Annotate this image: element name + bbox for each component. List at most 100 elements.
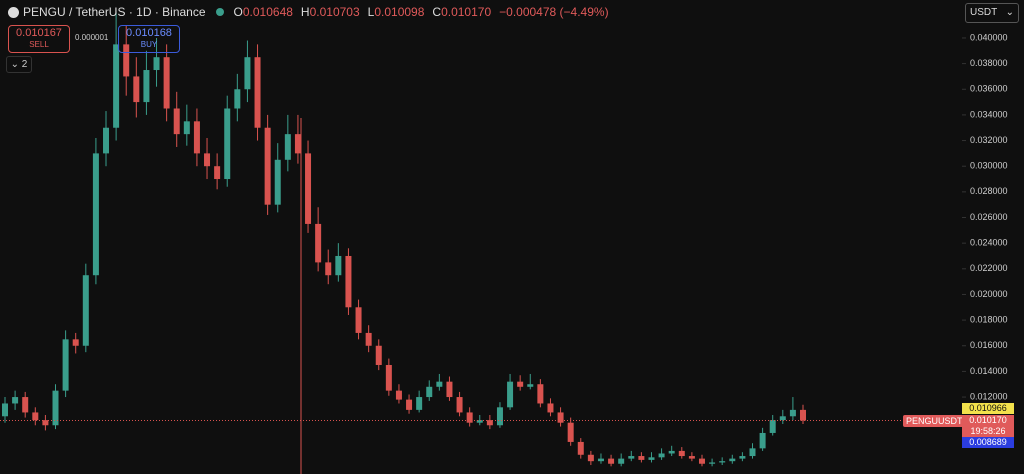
sell-label: SELL (29, 40, 49, 49)
y-tick-label: 0.022000 (970, 263, 1008, 273)
change: −0.000478 (−4.49%) (499, 5, 609, 19)
y-tick-label: 0.030000 (970, 161, 1008, 171)
candle-body (698, 458, 705, 464)
candle-body (305, 153, 312, 224)
candle-body (628, 456, 635, 459)
candle-body (385, 364, 392, 391)
ohlc-l: L0.010098 (368, 5, 425, 19)
y-tick-label: 0.034000 (970, 109, 1008, 119)
low-label: 0.008689 (962, 437, 1014, 448)
candle-body (2, 403, 8, 417)
candle-body (567, 422, 574, 442)
candle-body (779, 416, 786, 421)
y-tick-label: 0.040000 (970, 32, 1008, 42)
y-tick-label: 0.016000 (970, 340, 1008, 350)
candle-body (577, 441, 584, 455)
indicators-count: 2 (21, 59, 28, 70)
candle-body (446, 381, 453, 398)
candle-body (183, 121, 190, 135)
candle-body (12, 397, 19, 404)
candle-body (800, 409, 806, 421)
candle-body (365, 332, 372, 346)
y-tick-label: 0.026000 (970, 212, 1008, 222)
candle-body (426, 386, 433, 398)
y-tick-label: 0.024000 (970, 238, 1008, 248)
candle-body (325, 262, 332, 276)
candle-body (224, 108, 231, 180)
indicators-toggle[interactable]: ⌄ 2 (6, 56, 32, 73)
candle-body (103, 127, 110, 154)
candle-body (517, 381, 524, 387)
candle-body (608, 458, 615, 464)
buy-label: BUY (140, 40, 158, 49)
candle-body (254, 57, 261, 128)
ohlc-o: O0.010648 (234, 5, 293, 19)
candle-body (507, 381, 514, 408)
y-tick-label: 0.012000 (970, 391, 1008, 401)
candle-body (244, 57, 251, 90)
candle-body (537, 384, 544, 404)
buy-price: 0.010168 (126, 27, 172, 39)
last-price-label: 0.010170 (962, 415, 1014, 426)
currency-select[interactable]: USDT ⌄ (965, 3, 1019, 23)
candle-body (143, 70, 150, 103)
y-tick-label: 0.014000 (970, 366, 1008, 376)
candle-body (375, 345, 382, 365)
candle-body (193, 121, 200, 154)
candle-body (173, 108, 180, 135)
candle-body (486, 420, 493, 426)
candle-body (416, 397, 423, 410)
candle-body (335, 255, 342, 276)
candle-body (719, 461, 726, 463)
candle-body (163, 57, 170, 109)
candle-body (729, 458, 736, 462)
ohlc-label: L (367, 5, 375, 19)
candle-body (22, 397, 29, 413)
candle-body (32, 412, 39, 421)
candle-body (648, 457, 655, 460)
symbol[interactable]: PENGU / TetherUS · 1D · Binance (23, 5, 206, 19)
candle-body (749, 448, 756, 457)
candle-body (274, 159, 281, 205)
candle-body (527, 384, 534, 387)
candle-body (496, 407, 503, 426)
y-tick-label: 0.020000 (970, 289, 1008, 299)
candle-body (638, 456, 645, 460)
candle-body (456, 397, 463, 413)
status-dot (215, 8, 224, 16)
candle-body (759, 432, 766, 449)
symbol-icon (8, 6, 19, 18)
candle-body (436, 381, 443, 387)
candle-body (668, 450, 675, 454)
candle-body (204, 153, 211, 167)
candle-body (597, 458, 604, 462)
ohlc-value: 0.010170 (441, 5, 492, 19)
spread: 0.000001 (75, 33, 109, 42)
buy-button[interactable]: 0.010168 BUY (118, 25, 180, 53)
ohlc-label: C (432, 5, 442, 19)
candle-body (476, 420, 483, 423)
sell-price: 0.010167 (16, 27, 62, 39)
candle-body (466, 412, 473, 423)
candle-body (315, 223, 322, 263)
ohlc-c: C0.010170 (432, 5, 491, 19)
ohlc-value: 0.010703 (309, 5, 360, 19)
candle-body (42, 420, 49, 426)
candle-body (264, 127, 271, 205)
y-tick-label: 0.032000 (970, 135, 1008, 145)
candle-body (62, 339, 69, 391)
candle-body (133, 76, 140, 103)
y-tick-label: 0.028000 (970, 186, 1008, 196)
candle-body (123, 44, 130, 77)
sell-button[interactable]: 0.010167 SELL (8, 25, 70, 53)
candle-body (688, 456, 695, 459)
candle-body (345, 255, 352, 308)
candle-body (113, 44, 120, 128)
candle-body (214, 166, 221, 180)
candle-body (284, 134, 291, 160)
candle-body (618, 458, 625, 464)
candle-body (769, 420, 776, 433)
ohlc-label: H (300, 5, 310, 19)
